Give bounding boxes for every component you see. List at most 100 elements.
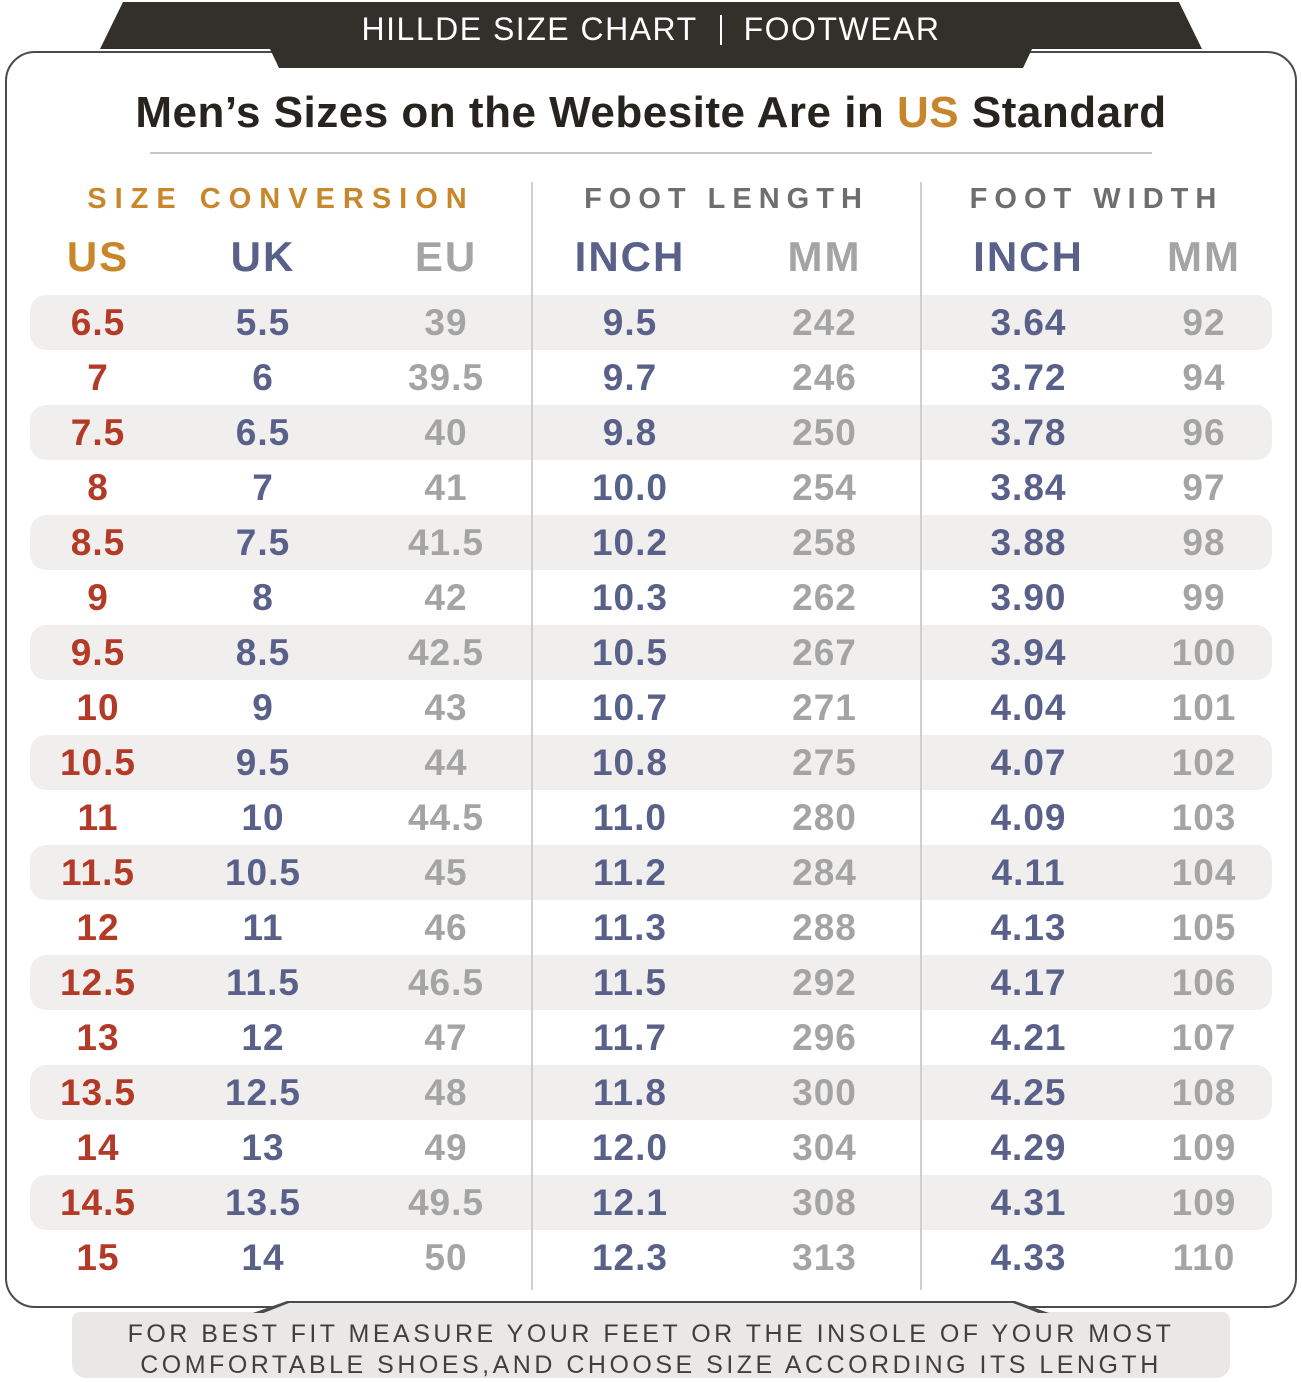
table-row: 8.5 7.5 41.5 10.2 258 3.88 98: [30, 515, 1272, 570]
cell-length-inch: 11.5: [593, 962, 667, 1003]
cell-width-mm: 109: [1171, 1127, 1237, 1168]
cell-eu: 40: [424, 412, 468, 453]
cell-length-inch: 9.7: [602, 357, 658, 398]
footer-band: FOR BEST FIT MEASURE YOUR FEET OR THE IN…: [72, 1312, 1230, 1379]
table-row: 7 6 39.5 9.7 246 3.72 94: [30, 350, 1272, 405]
table-row: 12.5 11.5 46.5 11.5 292 4.17 106: [30, 955, 1272, 1010]
cell-width-inch: 3.88: [990, 522, 1067, 563]
col-header-eu: EU: [414, 232, 478, 280]
cell-us: 12: [76, 907, 120, 948]
title-prefix: Men’s Sizes on the Webesite Are in: [135, 88, 898, 137]
size-table: SIZE CONVERSION FOOT LENGTH FOOT WIDTH U…: [30, 180, 1272, 1285]
cell-us: 7: [87, 357, 109, 398]
cell-us: 15: [76, 1237, 120, 1278]
cell-width-inch: 3.94: [990, 632, 1067, 673]
cell-width-inch: 4.09: [990, 797, 1067, 838]
table-row: 10.5 9.5 44 10.8 275 4.07 102: [30, 735, 1272, 790]
cell-length-inch: 12.1: [591, 1182, 668, 1223]
cell-uk: 7.5: [235, 522, 291, 563]
cell-eu: 50: [424, 1237, 468, 1278]
table-row: 15 14 50 12.3 313 4.33 110: [30, 1230, 1272, 1285]
table-row: 12 11 46 11.3 288 4.13 105: [30, 900, 1272, 955]
cell-eu: 39: [424, 302, 468, 343]
cell-us: 12.5: [59, 962, 136, 1003]
cell-eu: 49.5: [407, 1182, 484, 1223]
cell-width-mm: 101: [1171, 687, 1237, 728]
table-row: 9 8 42 10.3 262 3.90 99: [30, 570, 1272, 625]
cell-width-inch: 4.33: [990, 1237, 1067, 1278]
cell-length-mm: 300: [792, 1072, 857, 1113]
cell-us: 9.5: [70, 632, 126, 673]
col-header-width-mm: MM: [1167, 232, 1241, 280]
cell-width-mm: 99: [1182, 577, 1226, 618]
cell-length-mm: 275: [792, 742, 857, 783]
cell-width-mm: 96: [1182, 412, 1226, 453]
cell-width-inch: 4.17: [990, 962, 1067, 1003]
cell-uk: 9: [252, 687, 274, 728]
title-suffix: Standard: [959, 88, 1167, 137]
cell-uk: 11.5: [226, 962, 300, 1003]
divider-size-length: [531, 182, 533, 1290]
group-foot-length: FOOT LENGTH: [584, 182, 869, 215]
cell-uk: 12: [241, 1017, 285, 1058]
cell-eu: 41.5: [407, 522, 484, 563]
cell-uk: 7: [252, 467, 274, 508]
cell-width-mm: 104: [1171, 852, 1237, 893]
cell-us: 11.5: [61, 852, 135, 893]
cell-us: 7.5: [70, 412, 126, 453]
table-row: 7.5 6.5 40 9.8 250 3.78 96: [30, 405, 1272, 460]
cell-width-mm: 110: [1172, 1237, 1236, 1278]
table-row: 13 12 47 11.7 296 4.21 107: [30, 1010, 1272, 1065]
cell-width-inch: 4.29: [990, 1127, 1067, 1168]
cell-length-inch: 10.8: [591, 742, 668, 783]
cell-width-inch: 4.07: [990, 742, 1067, 783]
cell-uk: 8.5: [235, 632, 291, 673]
cell-uk: 13: [241, 1127, 285, 1168]
col-header-uk: UK: [230, 232, 296, 280]
cell-us: 13: [76, 1017, 120, 1058]
cell-width-mm: 108: [1171, 1072, 1237, 1113]
cell-uk: 5.5: [235, 302, 291, 343]
cell-length-mm: 254: [792, 467, 857, 508]
cell-width-mm: 107: [1171, 1017, 1237, 1058]
column-header-row: US UK EU INCH MM INCH MM: [30, 218, 1272, 295]
cell-uk: 9.5: [235, 742, 291, 783]
cell-width-inch: 3.64: [990, 302, 1067, 343]
cell-length-mm: 313: [792, 1237, 857, 1278]
cell-length-mm: 284: [792, 852, 857, 893]
table-row: 13.5 12.5 48 11.8 300 4.25 108: [30, 1065, 1272, 1120]
cell-eu: 46.5: [407, 962, 484, 1003]
column-group-row: SIZE CONVERSION FOOT LENGTH FOOT WIDTH: [30, 180, 1272, 218]
cell-length-inch: 10.0: [591, 467, 668, 508]
cell-length-inch: 9.8: [602, 412, 658, 453]
title-highlight: US: [897, 88, 960, 137]
cell-length-inch: 12.0: [591, 1127, 668, 1168]
col-header-width-inch: INCH: [973, 232, 1084, 280]
cell-width-mm: 98: [1182, 522, 1226, 563]
cell-length-inch: 10.3: [591, 577, 668, 618]
cell-uk: 12.5: [224, 1072, 301, 1113]
brand-banner: HILLDE SIZE CHART FOOTWEAR: [100, 2, 1202, 68]
cell-length-inch: 11.2: [593, 852, 667, 893]
cell-length-inch: 12.3: [591, 1237, 668, 1278]
cell-eu: 46: [424, 907, 468, 948]
cell-width-inch: 4.13: [990, 907, 1067, 948]
cell-length-inch: 9.5: [602, 302, 658, 343]
cell-length-mm: 288: [792, 907, 857, 948]
cell-uk: 6: [252, 357, 274, 398]
group-foot-width: FOOT WIDTH: [969, 182, 1224, 215]
cell-width-mm: 97: [1182, 467, 1226, 508]
cell-eu: 43: [424, 687, 468, 728]
cell-eu: 44: [424, 742, 468, 783]
cell-width-inch: 4.25: [990, 1072, 1067, 1113]
cell-length-mm: 308: [792, 1182, 857, 1223]
table-row: 6.5 5.5 39 9.5 242 3.64 92: [30, 295, 1272, 350]
cell-width-inch: 3.72: [990, 357, 1067, 398]
cell-width-mm: 109: [1171, 1182, 1237, 1223]
cell-width-inch: 4.04: [990, 687, 1067, 728]
cell-us: 8: [87, 467, 109, 508]
footer-note-line2: COMFORTABLE SHOES,AND CHOOSE SIZE ACCORD…: [140, 1351, 1162, 1379]
cell-length-inch: 11.8: [593, 1072, 667, 1113]
cell-uk: 14: [241, 1237, 285, 1278]
cell-us: 11: [77, 797, 119, 838]
